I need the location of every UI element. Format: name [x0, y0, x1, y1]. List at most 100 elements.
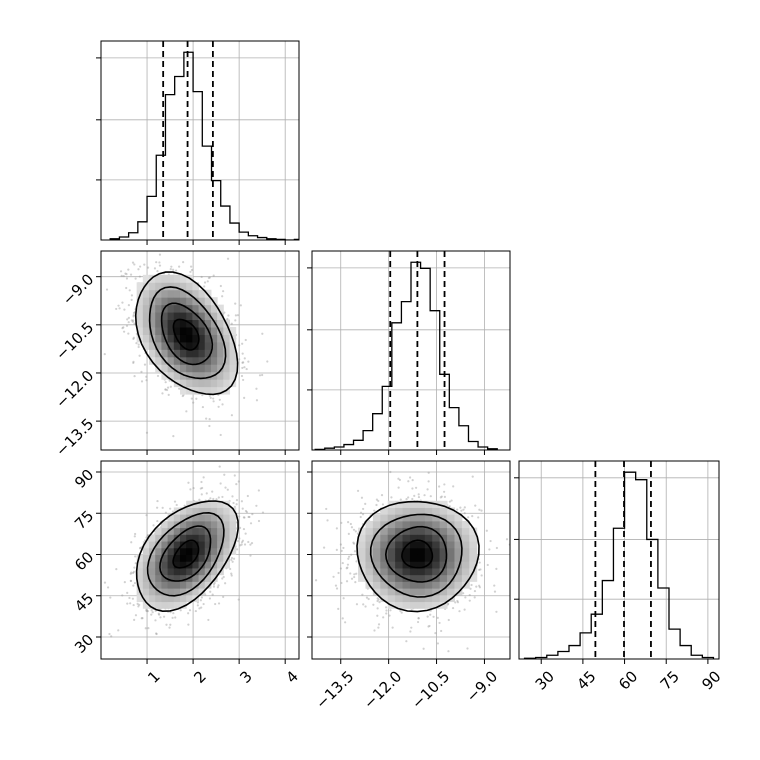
density-cell — [136, 561, 144, 569]
density-cell — [192, 334, 200, 343]
density-cell — [186, 534, 193, 542]
scatter-point — [337, 607, 340, 610]
density-cell — [192, 356, 200, 365]
contour-level-2 — [160, 302, 214, 366]
density-cell — [204, 364, 212, 373]
scatter-point — [458, 610, 461, 613]
density-cell — [439, 567, 448, 576]
scatter-point — [169, 385, 172, 388]
scatter-point — [128, 289, 131, 292]
x-tick-label: −12.0 — [360, 667, 405, 712]
scatter-point — [122, 274, 125, 278]
density-cell — [179, 356, 187, 365]
density-cell — [229, 520, 237, 529]
scatter-point — [246, 494, 249, 498]
scatter-point — [230, 556, 234, 560]
scatter-point — [245, 367, 248, 371]
scatter-point — [439, 496, 442, 499]
density-cell — [210, 567, 218, 576]
scatter-point — [183, 504, 186, 507]
scatter-point — [106, 586, 110, 589]
scatter-point — [166, 388, 169, 392]
scatter-point — [224, 486, 227, 489]
density-cell — [149, 349, 156, 358]
scatter-point — [219, 284, 222, 288]
scatter-point — [314, 579, 318, 582]
scatter-point — [192, 486, 195, 490]
scatter-point — [103, 353, 106, 356]
density-cell — [186, 527, 193, 535]
density-cell — [161, 326, 169, 335]
density-cell — [173, 326, 181, 335]
scatter-point — [240, 543, 243, 546]
density-cell — [179, 601, 187, 609]
scatter-point — [388, 614, 391, 617]
scatter-point — [238, 358, 241, 361]
density-cell — [204, 349, 212, 358]
density-cell — [417, 574, 426, 582]
density-cell — [469, 554, 478, 562]
scatter-point — [473, 589, 477, 593]
density-cell — [454, 547, 463, 555]
density-cell — [409, 500, 418, 508]
scatter-point — [158, 261, 161, 264]
density-cell — [161, 312, 169, 321]
scatter-point — [468, 593, 471, 597]
density-cell — [424, 567, 433, 576]
scatter-point — [349, 522, 352, 526]
density-cell — [229, 326, 237, 335]
density-cell — [173, 581, 181, 589]
scatter-point — [121, 594, 124, 597]
density-cell — [155, 289, 162, 298]
density-cell — [380, 581, 389, 589]
scatter-point — [478, 561, 481, 564]
scatter-point — [150, 613, 153, 616]
scatter-point — [235, 503, 238, 506]
density-cell — [417, 561, 426, 569]
scatter-point — [375, 498, 379, 501]
scatter-point — [397, 486, 400, 489]
density-cell — [192, 588, 200, 596]
scatter-point — [127, 316, 130, 319]
density-cell — [167, 326, 175, 335]
scatter-point — [345, 567, 348, 570]
density-cell — [179, 588, 187, 596]
density-cell — [198, 304, 206, 313]
density-cell — [387, 507, 396, 515]
scatter-point — [147, 627, 150, 630]
scatter-point — [277, 455, 279, 457]
density-cell — [387, 520, 396, 529]
scatter-point — [352, 542, 356, 545]
density-cell — [395, 500, 404, 508]
scatter-point — [190, 397, 193, 400]
density-cell — [454, 561, 463, 569]
scatter-point — [443, 483, 446, 486]
scatter-point — [198, 498, 201, 501]
scatter-point — [212, 274, 215, 277]
density-cell — [186, 356, 193, 365]
density-cell — [136, 304, 144, 313]
density-cell — [461, 574, 470, 582]
y-tick-label: −9.0 — [59, 270, 97, 308]
density-cell — [204, 297, 212, 306]
density-cell — [380, 574, 389, 582]
density-cell — [358, 527, 366, 535]
scatter-point — [137, 343, 140, 346]
density-cell — [447, 581, 455, 589]
scatter-point — [381, 503, 385, 506]
scatter-point — [141, 617, 144, 620]
scatter-point — [399, 498, 402, 501]
density-cell — [210, 326, 218, 335]
scatter-point — [158, 613, 161, 616]
density-cell — [223, 326, 231, 335]
scatter-point — [232, 557, 236, 560]
scatter-point — [217, 602, 221, 605]
scatter-point — [417, 495, 421, 499]
density-cell — [223, 349, 231, 358]
density-cell — [454, 541, 463, 549]
scatter-point — [244, 532, 247, 535]
scatter-point — [167, 393, 170, 396]
density-cell — [161, 274, 169, 283]
density-cell — [409, 514, 418, 522]
density-cell — [409, 588, 418, 596]
